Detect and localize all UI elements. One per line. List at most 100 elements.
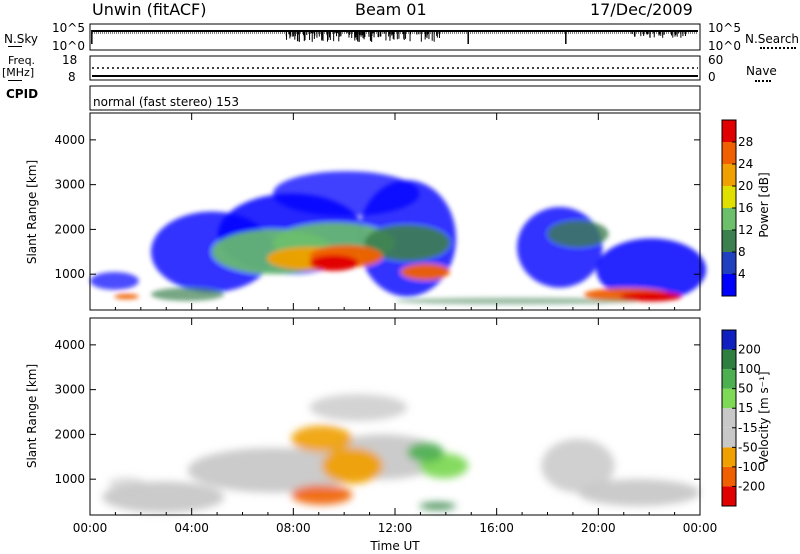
power-blobs-echo-region — [596, 238, 707, 302]
power-blobs-echo-region — [401, 263, 450, 281]
x-tick-label: 20:00 — [581, 521, 616, 535]
x-tick-label: 00:00 — [683, 521, 718, 535]
site-title: Unwin (fitACF) — [92, 0, 207, 19]
velocity-ytick-label: 3000 — [54, 383, 85, 397]
power-blobs-layer — [90, 171, 707, 305]
power-colorbar-swatch — [722, 274, 736, 296]
velocity-ytick-label: 2000 — [54, 427, 85, 441]
power-panel: 1000 2000 3000 4000 — [54, 112, 707, 311]
velocity-blobs-layer — [102, 394, 700, 513]
power-colorbar-tick-label: 16 — [738, 201, 753, 215]
nsearch-legend-line — [760, 47, 796, 49]
velocity-colorbar-swatch — [722, 427, 736, 448]
power-colorbar-swatch — [722, 186, 736, 208]
power-blobs-echo-region — [620, 291, 682, 302]
power-colorbar-tick-label: 8 — [738, 245, 746, 259]
power-colorbar-tick-label: 4 — [738, 267, 746, 281]
velocity-ytick-label: 4000 — [54, 338, 85, 352]
velocity-colorbar-tick-label: 15 — [738, 401, 753, 415]
power-blobs-echo-region — [273, 171, 420, 216]
cpid-label: CPID — [6, 87, 39, 101]
x-axis-label: Time UT — [369, 539, 420, 553]
x-tick-label: 16:00 — [479, 521, 514, 535]
power-blobs-echo-region — [114, 293, 139, 300]
power-colorbar-swatch — [722, 208, 736, 230]
nave-tick-top: 60 — [708, 53, 724, 67]
velocity-colorbar-swatch — [722, 388, 736, 409]
power-colorbar-swatch — [722, 230, 736, 252]
velocity-colorbar-swatch — [722, 466, 736, 487]
velocity-blobs-echo-region — [407, 442, 444, 463]
nave-tick-bottom: 0 — [708, 70, 716, 84]
beam-title: Beam 01 — [355, 0, 427, 19]
power-ytick-label: 3000 — [54, 178, 85, 192]
velocity-colorbar-swatch — [722, 349, 736, 370]
power-y-axis-label: Slant Range [km] — [25, 160, 39, 264]
power-colorbar-swatch — [722, 252, 736, 274]
freq-tick-top: 18 — [62, 53, 78, 67]
velocity-blobs-echo-region — [108, 476, 145, 491]
power-blobs-echo-region — [90, 271, 139, 290]
cpid-panel-frame — [89, 85, 701, 111]
power-colorbar-tick-label: 12 — [738, 223, 753, 237]
nsky-label: N.Sky — [4, 32, 39, 46]
velocity-blobs-echo-region — [309, 394, 408, 421]
power-ytick-label: 1000 — [54, 267, 85, 281]
velocity-ytick-label: 1000 — [54, 472, 85, 486]
x-tick-label: 04:00 — [174, 521, 209, 535]
velocity-colorbar: 200 100 50 15 -15 -50 -100 -200 — [721, 329, 765, 507]
nsearch-label: N.Search — [745, 32, 800, 46]
freq-unit: [MHz] — [2, 66, 35, 79]
velocity-colorbar-swatch — [722, 330, 736, 350]
freq-legend-line — [8, 80, 22, 81]
x-tick-label: 12:00 — [378, 521, 413, 535]
velocity-colorbar-tick-label: 100 — [738, 362, 761, 376]
velocity-blobs-echo-region — [291, 485, 353, 505]
freq-panel-frame — [89, 55, 701, 81]
nsky-tick-top: 10^5 — [52, 21, 85, 35]
power-blobs-echo-region — [151, 287, 225, 302]
x-tick-label: 08:00 — [276, 521, 311, 535]
velocity-colorbar-swatch — [722, 447, 736, 467]
nsearch-tick-bottom: 10^0 — [708, 39, 741, 53]
power-blobs-echo-region — [364, 224, 450, 261]
power-blobs-echo-region — [547, 220, 609, 248]
velocity-blobs-echo-region — [419, 502, 457, 510]
velocity-blobs-echo-region — [187, 447, 359, 493]
nsky-tick-bottom: 10^0 — [52, 39, 85, 53]
power-colorbar-tick-label: 20 — [738, 179, 753, 193]
nsky-dropouts — [91, 30, 686, 44]
power-ytick-label: 2000 — [54, 222, 85, 236]
velocity-y-axis-label: Slant Range [km] — [25, 364, 39, 468]
velocity-colorbar-tick-label: -15 — [738, 421, 758, 435]
nsearch-tick-top: 10^5 — [708, 21, 741, 35]
velocity-blobs-echo-region — [578, 479, 700, 507]
velocity-colorbar-tick-label: -100 — [738, 460, 765, 474]
velocity-colorbar-tick-label: -200 — [738, 479, 765, 493]
velocity-colorbar-tick-label: -50 — [738, 440, 758, 454]
nsky-panel-frame — [89, 23, 701, 51]
x-tick-label: 00:00 — [73, 521, 108, 535]
velocity-colorbar-label: Velocity [m s⁻¹] — [757, 371, 771, 464]
velocity-blobs-echo-region — [291, 425, 353, 453]
velocity-colorbar-tick-label: 50 — [738, 382, 753, 396]
velocity-blobs-echo-region — [541, 438, 615, 493]
power-colorbar-swatch — [722, 142, 736, 164]
nave-legend-line — [755, 80, 771, 82]
velocity-colorbar-tick-label: 200 — [738, 343, 761, 357]
date-title: 17/Dec/2009 — [590, 0, 693, 19]
freq-label: Freq. — [8, 54, 36, 67]
power-colorbar-tick-label: 28 — [738, 135, 753, 149]
power-blobs-echo-region — [395, 297, 639, 305]
velocity-panel: 1000 2000 3000 4000 00:00 04:00 08:00 12:00 16:… — [54, 317, 718, 535]
velocity-colorbar-swatch — [722, 369, 736, 389]
power-blobs-echo-region — [517, 207, 603, 288]
velocity-blobs-echo-region — [321, 447, 383, 484]
power-colorbar-swatch — [722, 120, 736, 142]
power-ytick-label: 4000 — [54, 133, 85, 147]
freq-tick-bottom: 8 — [68, 70, 76, 84]
velocity-colorbar-swatch — [722, 408, 736, 428]
nave-label: Nave — [746, 64, 777, 78]
nsky-legend-line — [8, 46, 22, 47]
